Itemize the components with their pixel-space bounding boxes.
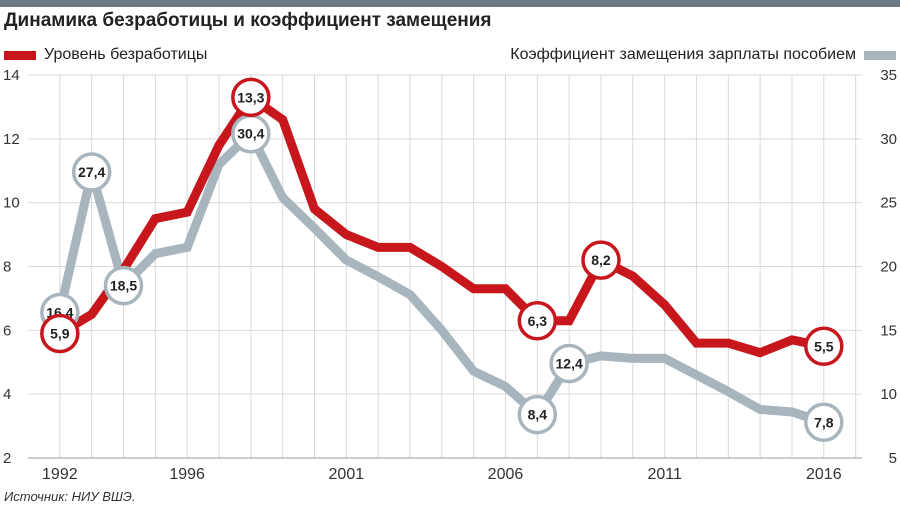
series-line-replacement [55,126,826,427]
source-note: Источник: НИУ ВШЭ. [4,489,136,504]
legend-label-unemployment: Уровень безработицы [44,46,208,63]
y-left-tick-label: 6 [3,322,11,339]
data-label-unemployment: 5,9 [50,326,70,342]
data-label-unemployment: 5,5 [814,338,834,354]
top-bar [0,0,900,7]
x-tick-label: 2011 [647,466,682,483]
y-right-tick-label: 35 [880,67,897,84]
legend-swatch-replacement [864,50,896,60]
x-tick-label: 2016 [806,466,842,483]
data-label-marker-unemployment [517,301,558,341]
data-label-unemployment: 8,2 [591,252,611,268]
data-label-replacement: 8,4 [528,407,548,423]
data-label-marker-unemployment [804,326,844,367]
data-label-marker-unemployment [581,240,621,280]
legend-swatch-unemployment [4,50,36,60]
data-label-marker-unemployment [231,77,271,118]
y-right-tick-label: 30 [880,131,897,148]
data-label-unemployment: 6,3 [528,313,548,329]
data-label-marker-unemployment [40,313,80,354]
series-line-unemployment [57,90,825,358]
y-left-tick-label: 14 [3,67,20,84]
legend-unemployment: Уровень безработицы [4,46,207,64]
y-right-tick-label: 20 [880,259,897,276]
y-right-tick-label: 25 [880,195,897,212]
y-left-tick-label: 8 [3,259,11,276]
y-left-tick-label: 4 [3,386,11,403]
y-left-tick-label: 10 [3,195,20,212]
x-tick-label: 1996 [169,466,205,483]
data-label-marker-replacement [804,402,844,443]
data-label-marker-replacement [517,394,558,435]
data-label-replacement: 27,4 [78,164,105,180]
x-tick-label: 2006 [488,466,524,483]
y-left-tick-label: 12 [3,131,20,148]
x-tick-label: 1992 [42,466,78,483]
legend-replacement: Коэффициент замещения зарплаты пособием [510,46,896,64]
chart-title: Динамика безработицы и коэффициент замещ… [4,10,492,31]
y-right-tick-label: 5 [889,450,897,467]
data-label-replacement: 30,4 [237,126,264,142]
data-label-unemployment: 13,3 [237,89,264,105]
data-label-replacement: 7,8 [814,414,834,430]
data-label-marker-replacement [549,343,589,384]
y-right-tick-label: 15 [880,322,897,339]
y-left-tick-label: 2 [3,450,11,467]
x-tick-label: 2001 [329,466,365,483]
data-label-marker-replacement [103,265,144,306]
data-label-replacement: 18,5 [110,278,137,294]
y-right-tick-label: 10 [880,386,897,403]
legend-label-replacement: Коэффициент замещения зарплаты пособием [510,46,856,63]
data-label-replacement: 12,4 [556,356,583,372]
data-label-marker-replacement [71,152,112,192]
